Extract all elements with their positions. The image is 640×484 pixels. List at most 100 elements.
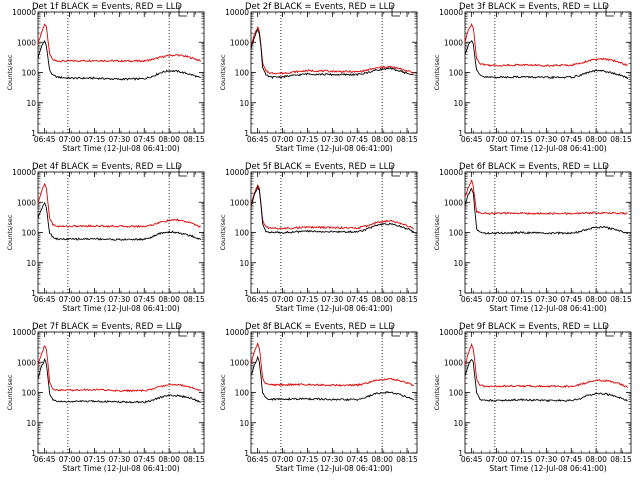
x-axis-label: Start Time (12-Jul-08 06:41:00): [275, 464, 392, 473]
x-axis-label: Start Time (12-Jul-08 06:41:00): [275, 144, 392, 153]
x-tick-label: 07:45: [560, 455, 582, 464]
x-tick-label: 07:45: [133, 295, 155, 304]
bracket-marker: [605, 165, 614, 177]
chart-panel: Det 2f BLACK = Events, RED = LLD 1 10 100 10…: [219, 2, 418, 153]
x-tick-label: 08:00: [371, 295, 393, 304]
bracket-marker: [178, 165, 187, 177]
chart-panel: Det 5f BLACK = Events, RED = LLD 1 10 100 10…: [219, 162, 418, 313]
x-tick-label: 08:00: [585, 455, 607, 464]
chart-panel: Det 8f BLACK = Events, RED = LLD 1 10 100 10…: [219, 322, 418, 473]
x-tick-label: 08:15: [610, 295, 632, 304]
y-tick-label: 100: [449, 389, 464, 398]
chart-panel: Det 7f BLACK = Events, RED = LLD 1 10 100 10…: [6, 322, 205, 473]
x-tick-label: 07:15: [511, 295, 533, 304]
y-tick-label: 1: [31, 129, 36, 138]
plot-frame: [37, 171, 205, 294]
series-line-events: [464, 187, 628, 235]
y-tick-label: 1000: [444, 198, 463, 207]
x-tick-label: 08:00: [371, 135, 393, 144]
x-tick-label: 06:45: [34, 455, 56, 464]
y-tick-label: 1: [458, 449, 463, 458]
chart-panel: Det 9f BLACK = Events, RED = LLD 1 10 100 10…: [433, 322, 632, 473]
x-tick-label: 07:15: [297, 135, 319, 144]
y-tick-label: 1000: [230, 358, 249, 367]
x-tick-label: 08:15: [610, 135, 632, 144]
series-line-lld: [250, 342, 415, 387]
chart-title: Det 5f BLACK = Events, RED = LLD: [245, 162, 395, 172]
bracket-marker: [605, 5, 614, 17]
y-tick-label: 1000: [230, 38, 249, 47]
x-tick-label: 06:45: [247, 455, 269, 464]
y-axis-label: Counts/sec: [6, 54, 14, 90]
x-tick-label: 07:30: [536, 295, 558, 304]
x-tick-label: 07:30: [109, 135, 131, 144]
y-tick-label: 10: [239, 99, 249, 108]
x-tick-label: 07:15: [511, 135, 533, 144]
x-tick-label: 08:00: [158, 295, 180, 304]
series-line-events: [250, 355, 415, 402]
y-tick-label: 1: [244, 449, 249, 458]
series-line-events: [37, 357, 201, 404]
y-tick-label: 10: [26, 419, 36, 428]
y-tick-label: 1: [31, 449, 36, 458]
y-tick-label: 1000: [444, 358, 463, 367]
x-tick-label: 07:30: [322, 135, 344, 144]
series-line-events: [250, 28, 414, 79]
y-tick-label: 10000: [439, 8, 463, 17]
x-axis-label: Start Time (12-Jul-08 06:41:00): [275, 304, 392, 313]
y-tick-label: 10000: [439, 168, 463, 177]
x-tick-label: 07:15: [297, 295, 319, 304]
chart-title: Det 2f BLACK = Events, RED = LLD: [245, 2, 395, 12]
plot-frame: [37, 331, 205, 454]
x-tick-label: 06:45: [461, 135, 483, 144]
plot-frame: [464, 331, 632, 454]
y-tick-label: 10000: [12, 168, 36, 177]
x-tick-label: 07:00: [272, 135, 294, 144]
series-line-lld: [37, 23, 202, 63]
y-tick-label: 100: [235, 229, 250, 238]
x-tick-label: 07:15: [511, 455, 533, 464]
x-tick-label: 07:15: [84, 295, 106, 304]
x-tick-label: 07:00: [486, 295, 508, 304]
x-tick-label: 07:45: [560, 295, 582, 304]
y-axis-label: Counts/sec: [219, 54, 227, 90]
x-tick-label: 07:45: [133, 455, 155, 464]
x-tick-label: 08:00: [585, 295, 607, 304]
x-tick-label: 07:30: [109, 295, 131, 304]
series-line-lld: [37, 182, 201, 229]
series-line-lld: [464, 22, 628, 67]
x-tick-label: 08:15: [183, 295, 205, 304]
x-axis-label: Start Time (12-Jul-08 06:41:00): [489, 144, 606, 153]
y-tick-label: 100: [22, 389, 37, 398]
x-tick-label: 06:45: [461, 295, 483, 304]
y-tick-label: 10: [453, 259, 463, 268]
chart-title: Det 1f BLACK = Events, RED = LLD: [32, 2, 182, 12]
bracket-marker: [391, 325, 400, 337]
chart-title: Det 3f BLACK = Events, RED = LLD: [459, 2, 609, 12]
y-tick-label: 1: [244, 289, 249, 298]
y-tick-label: 1000: [17, 358, 36, 367]
y-tick-label: 10: [26, 99, 36, 108]
y-axis-label: Counts/sec: [433, 374, 441, 410]
x-tick-label: 07:15: [84, 135, 106, 144]
x-tick-label: 08:00: [371, 455, 393, 464]
x-tick-label: 07:00: [59, 135, 81, 144]
chart-title: Det 4f BLACK = Events, RED = LLD: [32, 162, 182, 172]
y-tick-label: 10000: [12, 8, 36, 17]
x-tick-label: 07:15: [297, 455, 319, 464]
x-tick-label: 07:30: [109, 455, 131, 464]
y-axis-label: Counts/sec: [219, 374, 227, 410]
plot-frame: [37, 11, 205, 134]
y-axis-label: Counts/sec: [6, 214, 14, 250]
y-tick-label: 100: [235, 69, 250, 78]
series-line-lld: [37, 345, 202, 393]
series-line-events: [464, 39, 629, 80]
y-tick-label: 1000: [17, 38, 36, 47]
x-tick-label: 06:45: [34, 135, 56, 144]
y-axis-label: Counts/sec: [433, 214, 441, 250]
y-tick-label: 1: [244, 129, 249, 138]
x-axis-label: Start Time (12-Jul-08 06:41:00): [62, 464, 179, 473]
y-tick-label: 1000: [444, 38, 463, 47]
x-tick-label: 07:00: [486, 135, 508, 144]
y-tick-label: 10: [239, 419, 249, 428]
